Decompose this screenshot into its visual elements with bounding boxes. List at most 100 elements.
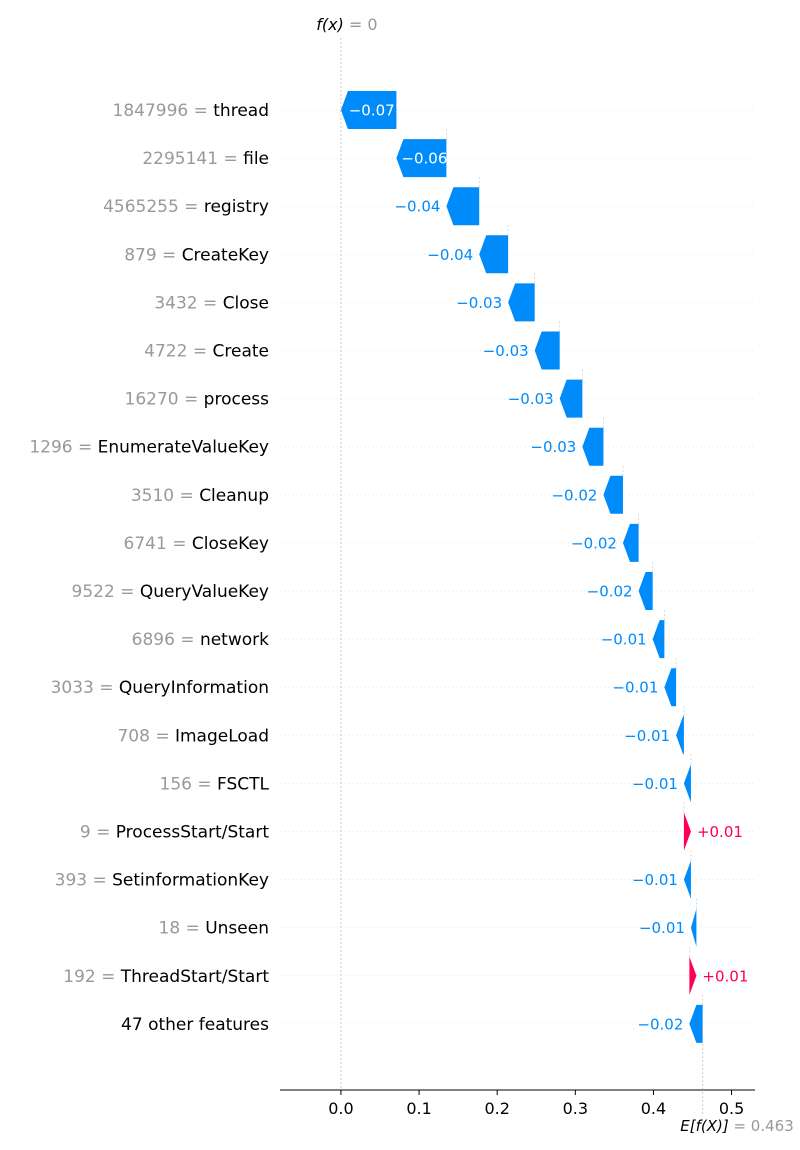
bar-value-label: −0.02 <box>587 583 633 601</box>
x-tick-label: 0.5 <box>719 1099 744 1118</box>
feature-value: 1847996 = <box>113 101 214 121</box>
expected-value: 0.463 <box>751 1117 794 1135</box>
positive-bar <box>683 812 691 851</box>
feature-label: 3432 = Close <box>154 293 269 313</box>
negative-bar <box>664 668 677 707</box>
feature-name: CreateKey <box>182 245 269 265</box>
feature-value: 156 = <box>160 774 218 794</box>
feature-name: QueryValueKey <box>140 582 269 602</box>
bar-value-label: −0.02 <box>637 1015 683 1033</box>
bar-value-label: +0.01 <box>697 823 743 841</box>
feature-name: file <box>243 149 269 169</box>
bar-value-label: −0.03 <box>483 342 529 360</box>
fx-prefix: f(x) <box>316 15 344 34</box>
negative-bar <box>683 764 691 803</box>
expected-equals: = <box>729 1117 751 1135</box>
feature-label: 6741 = CloseKey <box>124 534 269 554</box>
feature-label: 1296 = EnumerateValueKey <box>29 438 269 458</box>
feature-label: 16270 = process <box>125 390 270 410</box>
x-tick-label: 0.2 <box>484 1099 509 1118</box>
bar-value-label: −0.01 <box>632 775 678 793</box>
x-tick-label: 0.4 <box>641 1099 666 1118</box>
connector-lines <box>446 129 704 1005</box>
feature-label: 47 other features <box>121 1015 269 1035</box>
feature-label: 4565255 = registry <box>103 197 269 217</box>
feature-value: 9522 = <box>72 582 140 602</box>
feature-label: 3510 = Cleanup <box>131 486 269 506</box>
feature-value: 1296 = <box>29 438 97 458</box>
feature-name: ThreadStart/Start <box>120 967 270 987</box>
bar-value-label: +0.01 <box>702 967 748 985</box>
negative-bar <box>690 908 697 947</box>
x-tick-label: 0.0 <box>328 1099 353 1118</box>
feature-name: Close <box>223 293 269 313</box>
feature-name: registry <box>204 197 269 217</box>
negative-bar <box>652 620 665 659</box>
feature-value: 3033 = <box>51 678 119 698</box>
bar-value-label: −0.02 <box>551 486 597 504</box>
bar-value-label: −0.01 <box>601 631 647 649</box>
x-tick-label: 0.3 <box>563 1099 588 1118</box>
feature-name: thread <box>213 101 269 121</box>
feature-label: 1847996 = thread <box>113 101 270 121</box>
feature-value: 4722 = <box>144 342 212 362</box>
bar-value-label: −0.03 <box>456 294 502 312</box>
negative-bar <box>340 91 397 129</box>
feature-label: 6896 = network <box>132 630 270 650</box>
feature-value: 708 = <box>117 726 175 746</box>
negative-bar <box>508 283 535 322</box>
negative-bar <box>396 139 447 178</box>
feature-name: FSCTL <box>217 774 270 794</box>
feature-name: Unseen <box>205 919 269 939</box>
feature-value: 3510 = <box>131 486 199 506</box>
feature-labels: −0.07 1847996 = thread −0.06 2295141 = file… <box>29 101 748 1035</box>
negative-bar <box>683 860 691 899</box>
feature-label: 4722 = Create <box>144 342 269 362</box>
negative-bar <box>689 1004 703 1043</box>
feature-label: 9522 = QueryValueKey <box>72 582 270 602</box>
negative-bar <box>479 235 509 274</box>
x-axis: 0.0 0.1 0.2 0.3 0.4 0.5 <box>280 1089 755 1118</box>
bar-value-label: −0.02 <box>571 534 617 552</box>
bar-value-label: −0.01 <box>639 919 685 937</box>
feature-name: ProcessStart/Start <box>116 823 270 843</box>
feature-name: QueryInformation <box>119 678 269 698</box>
bars <box>340 91 703 1043</box>
negative-bar <box>676 716 684 755</box>
feature-label: 18 = Unseen <box>159 919 269 939</box>
feature-value: 192 = <box>63 967 121 987</box>
feature-name: process <box>204 390 269 410</box>
negative-bar <box>603 475 623 514</box>
fx-value: 0 <box>367 15 377 34</box>
feature-value: 4565255 = <box>103 197 204 217</box>
feature-label: 156 = FSCTL <box>160 774 270 794</box>
fx-equals: = <box>344 15 368 34</box>
feature-label: 3033 = QueryInformation <box>51 678 269 698</box>
bar-value-label: −0.06 <box>401 150 447 168</box>
feature-label: 9 = ProcessStart/Start <box>80 823 269 843</box>
bar-value-label: −0.03 <box>530 438 576 456</box>
bar-value-label: −0.01 <box>624 727 670 745</box>
grid-lines <box>280 109 755 1025</box>
negative-bar <box>582 427 604 466</box>
feature-name: Create <box>213 342 270 362</box>
feature-name: 47 other features <box>121 1015 269 1035</box>
feature-value: 879 = <box>124 245 182 265</box>
feature-name: CloseKey <box>192 534 269 554</box>
fx-title: f(x) = 0 <box>316 15 377 34</box>
feature-value: 16270 = <box>125 390 204 410</box>
expected-value-title: E[f(X)] = 0.463 <box>680 1117 794 1135</box>
feature-label: 2295141 = file <box>142 149 269 169</box>
x-tick-label: 0.1 <box>406 1099 431 1118</box>
bar-value-label: −0.01 <box>632 871 678 889</box>
feature-value: 6896 = <box>132 630 200 650</box>
bar-value-label: −0.03 <box>508 390 554 408</box>
feature-label: 879 = CreateKey <box>124 245 269 265</box>
bar-value-label: −0.01 <box>612 679 658 697</box>
feature-value: 18 = <box>159 919 206 939</box>
positive-bar <box>689 956 697 995</box>
feature-value: 9 = <box>80 823 116 843</box>
bar-value-label: −0.04 <box>394 198 440 216</box>
negative-bar <box>446 187 480 226</box>
